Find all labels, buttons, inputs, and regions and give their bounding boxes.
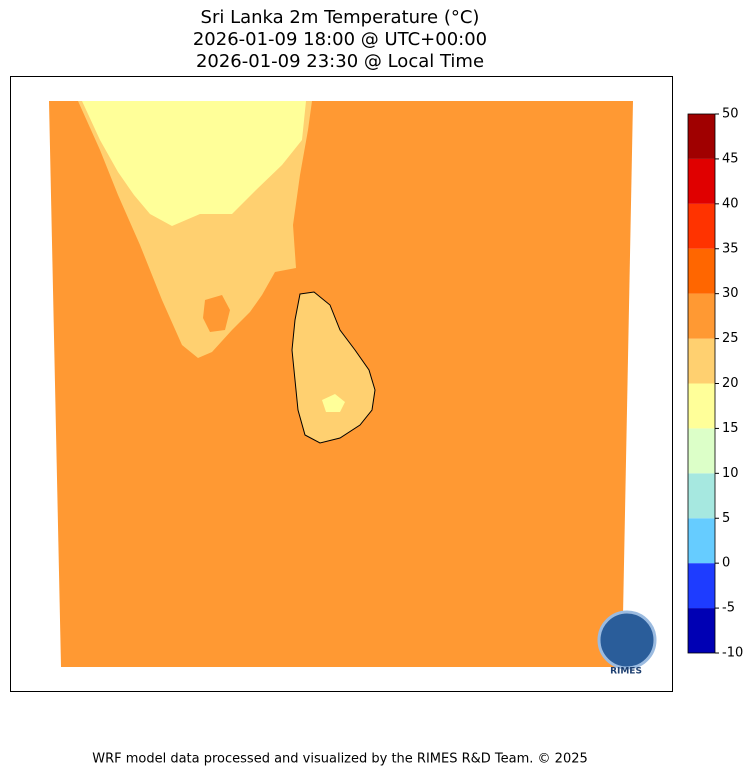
colorbar-tick-label: 5 <box>722 511 730 526</box>
colorbar-segment <box>688 338 715 384</box>
colorbar-tick-label: 15 <box>722 421 739 436</box>
map: RIMES <box>10 76 673 692</box>
colorbar-tick-label: -10 <box>722 646 743 661</box>
colorbar-tick-label: 20 <box>722 376 739 391</box>
colorbar-segment <box>688 518 715 564</box>
colorbar-segment <box>688 114 715 159</box>
sri-lanka-highlands <box>322 394 345 412</box>
colorbar: -10 -5 0 5 10 15 20 25 30 35 40 45 50 <box>687 107 743 661</box>
logo: RIMES <box>597 610 657 677</box>
colorbar-tick-label: 0 <box>722 556 730 571</box>
colorbar-tick-label: -5 <box>722 601 735 616</box>
title-line: Sri Lanka 2m Temperature (°C) <box>201 7 480 28</box>
colorbar-segment <box>688 473 715 519</box>
colorbar-segment <box>688 428 715 474</box>
colorbar-segment <box>688 158 715 204</box>
footer: WRF model data processed and visualized … <box>92 752 588 767</box>
india-warm-zone <box>82 101 306 226</box>
colorbar-segment <box>688 608 715 653</box>
colorbar-tick-label: 45 <box>722 151 739 166</box>
logo-text: RIMES <box>610 667 642 677</box>
colorbar-tick-label: 35 <box>722 241 739 256</box>
colorbar-segment <box>688 293 715 339</box>
inland-patch <box>203 295 230 332</box>
colorbar-segment <box>688 203 715 249</box>
colorbar-tick-label: 40 <box>722 196 739 211</box>
logo-emblem <box>597 610 657 670</box>
title-line: 2026-01-09 23:30 @ Local Time <box>196 51 484 72</box>
colorbar-segment <box>688 563 715 609</box>
colorbar-segment <box>688 248 715 294</box>
title-line: 2026-01-09 18:00 @ UTC+00:00 <box>193 29 487 50</box>
colorbar-tick-label: 25 <box>722 331 739 346</box>
colorbar-tick-label: 30 <box>722 286 739 301</box>
sri-lanka <box>291 291 376 444</box>
colorbar-tick-label: 10 <box>722 466 739 481</box>
colorbar-segment <box>688 383 715 429</box>
colorbar-tick-label: 50 <box>722 107 739 122</box>
